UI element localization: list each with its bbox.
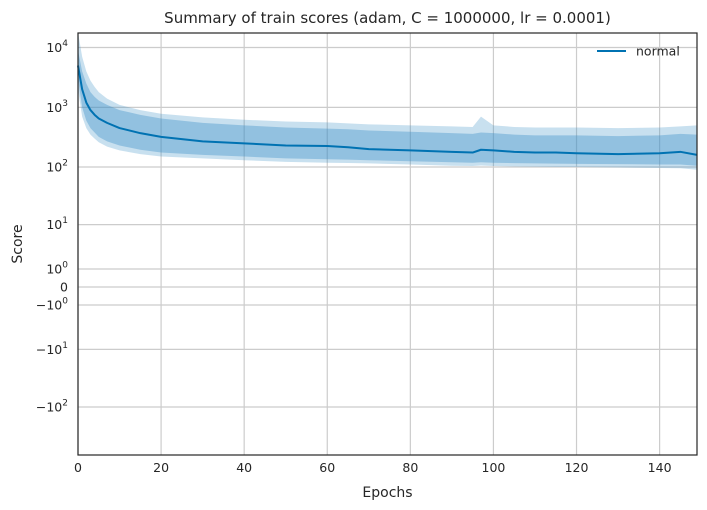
x-axis-label: Epochs: [362, 485, 412, 501]
y-tick-label: 103: [46, 99, 68, 115]
series-line-normal: [77, 65, 698, 156]
plot-frame: [77, 32, 698, 456]
legend: normal: [597, 44, 680, 59]
series-lines: [77, 65, 698, 156]
x-tick-label: 120: [565, 460, 589, 475]
y-tick-base: −10: [36, 342, 62, 357]
y-axis-label: Score: [10, 224, 26, 263]
y-tick-label: 0: [60, 280, 68, 295]
y-tick-base: −10: [36, 298, 62, 313]
y-tick-label: −101: [36, 341, 68, 357]
y-tick-base: 10: [46, 217, 62, 232]
y-tick-base: 10: [46, 100, 62, 115]
y-tick-exponent: 4: [62, 39, 68, 49]
y-tick-exponent: 0: [62, 297, 68, 307]
inner-band: [78, 50, 697, 166]
y-tick-base: 10: [46, 261, 62, 276]
x-tick-label: 80: [402, 460, 418, 475]
y-tick-label: 101: [46, 216, 68, 232]
chart-title: Summary of train scores (adam, C = 10000…: [164, 9, 611, 27]
confidence-bands: [78, 32, 697, 170]
outer-band: [78, 32, 697, 170]
x-tick-labels: 0 20 40 60 80 100 120 140: [74, 460, 672, 475]
grid: [77, 33, 697, 455]
x-tick-label: 40: [236, 460, 252, 475]
y-tick-exponent: 1: [62, 216, 68, 226]
x-tick-label: 60: [319, 460, 335, 475]
x-tick-label: 100: [482, 460, 506, 475]
y-tick-label: −102: [36, 399, 68, 415]
y-tick-label: 100: [46, 260, 68, 276]
y-tick-base: −10: [36, 400, 62, 415]
y-tick-exponent: 2: [62, 399, 68, 409]
y-tick-exponent: 1: [62, 341, 68, 351]
y-tick-label: 102: [46, 158, 68, 174]
y-tick-base: 10: [46, 159, 62, 174]
y-tick-exponent: 3: [62, 99, 68, 109]
y-tick-label: −100: [36, 297, 68, 313]
legend-label: normal: [636, 44, 680, 59]
y-tick-exponent: 0: [62, 260, 68, 270]
y-tick-label: 104: [46, 39, 68, 55]
x-tick-label: 20: [153, 460, 169, 475]
y-tick-exponent: 2: [62, 158, 68, 168]
x-tick-label: 140: [648, 460, 672, 475]
x-tick-label: 0: [74, 460, 82, 475]
y-tick-base: 10: [46, 40, 62, 55]
